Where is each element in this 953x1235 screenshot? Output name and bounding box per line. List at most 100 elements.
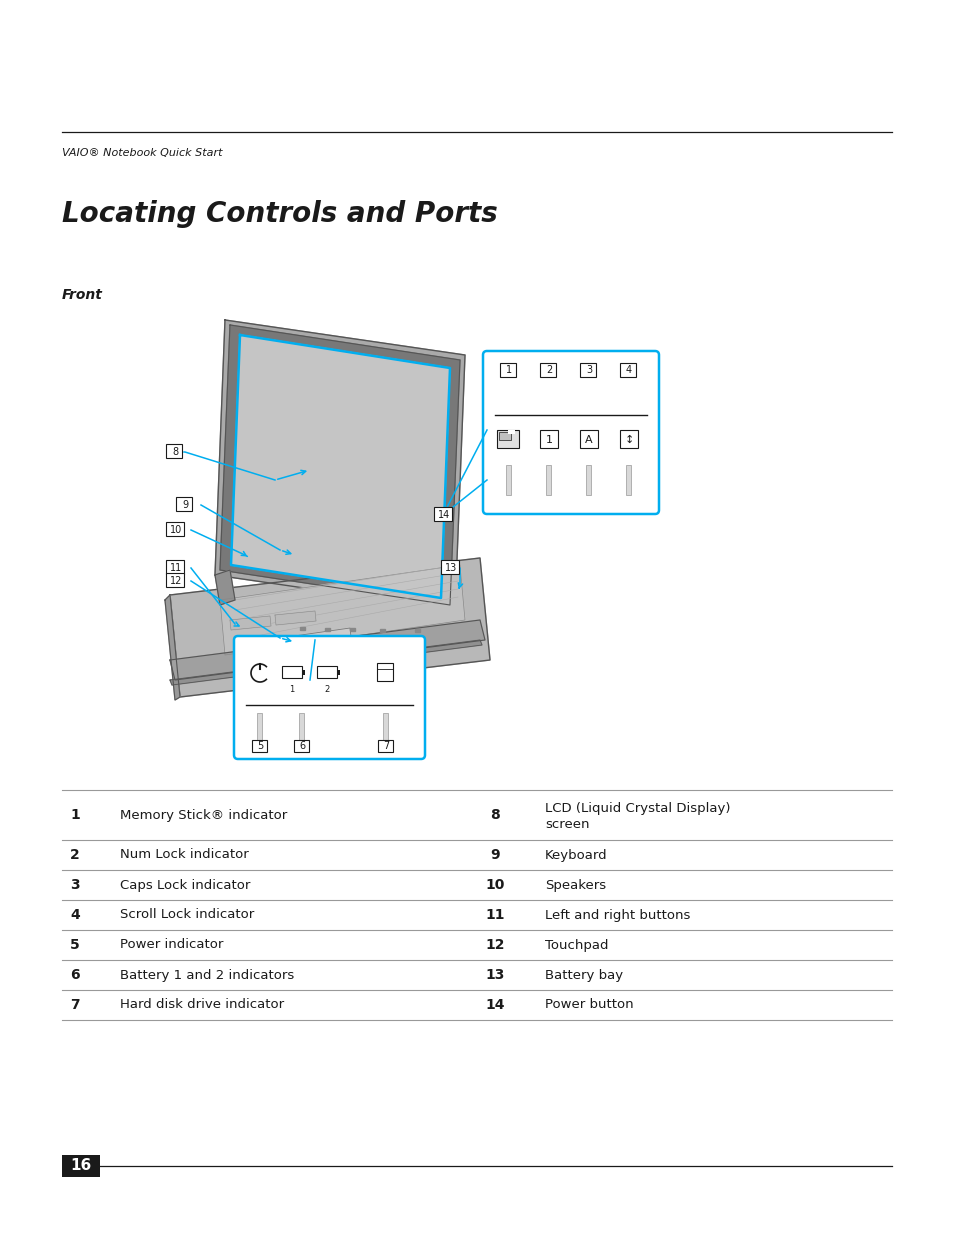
Text: 11: 11	[170, 563, 182, 573]
Text: 13: 13	[444, 563, 456, 573]
Text: 8: 8	[490, 808, 499, 823]
Bar	[579, 363, 596, 377]
Bar	[415, 629, 419, 632]
Bar	[505, 466, 511, 495]
Bar	[376, 663, 393, 680]
Text: 14: 14	[485, 998, 504, 1011]
Text: Left and right buttons: Left and right buttons	[544, 909, 690, 921]
Bar	[316, 666, 336, 678]
Bar	[325, 627, 330, 631]
Text: 2: 2	[324, 684, 330, 694]
Text: Caps Lock indicator: Caps Lock indicator	[120, 878, 250, 892]
Text: 7: 7	[382, 741, 389, 751]
Text: 7: 7	[71, 998, 80, 1011]
Bar	[379, 629, 385, 631]
Text: 10: 10	[170, 525, 182, 535]
Text: Keyboard: Keyboard	[544, 848, 607, 862]
Text: 6: 6	[298, 741, 305, 751]
Polygon shape	[280, 629, 352, 655]
Bar	[440, 559, 458, 574]
Text: 9: 9	[490, 848, 499, 862]
Bar	[498, 432, 511, 440]
Text: 3: 3	[71, 878, 80, 892]
Text: ↕: ↕	[623, 435, 633, 445]
Text: 6: 6	[71, 968, 80, 982]
Bar	[497, 430, 518, 448]
Bar	[298, 713, 304, 741]
Text: 5: 5	[71, 939, 80, 952]
Text: 11: 11	[485, 908, 504, 923]
Text: 12: 12	[170, 576, 182, 585]
Bar	[282, 666, 302, 678]
Bar	[256, 713, 262, 741]
Bar	[585, 466, 590, 495]
Text: 3: 3	[585, 366, 592, 375]
Bar	[175, 496, 192, 511]
Text: 1: 1	[545, 435, 552, 445]
Text: Power indicator: Power indicator	[120, 939, 223, 951]
Bar	[166, 445, 182, 458]
Text: Hard disk drive indicator: Hard disk drive indicator	[120, 999, 284, 1011]
Polygon shape	[274, 611, 315, 625]
FancyBboxPatch shape	[233, 636, 424, 760]
Text: 1: 1	[505, 366, 512, 375]
Text: 1: 1	[71, 808, 80, 823]
Text: Speakers: Speakers	[544, 878, 605, 892]
Text: 12: 12	[485, 939, 504, 952]
Polygon shape	[170, 620, 484, 680]
Text: 13: 13	[485, 968, 504, 982]
Bar	[377, 740, 393, 752]
Text: 2: 2	[71, 848, 80, 862]
Text: VAIO® Notebook Quick Start: VAIO® Notebook Quick Start	[62, 148, 222, 158]
Text: Num Lock indicator: Num Lock indicator	[120, 848, 249, 862]
Polygon shape	[220, 564, 464, 655]
Polygon shape	[214, 320, 464, 610]
Text: 5: 5	[256, 741, 263, 751]
Text: Battery bay: Battery bay	[544, 968, 622, 982]
Bar	[350, 629, 355, 631]
Bar	[434, 508, 452, 521]
Bar	[252, 740, 267, 752]
Text: 16: 16	[71, 1158, 91, 1173]
Bar	[382, 713, 388, 741]
Bar	[336, 671, 339, 676]
Polygon shape	[230, 616, 271, 630]
Bar	[299, 627, 305, 630]
Text: 9: 9	[182, 500, 188, 510]
Bar	[579, 430, 598, 448]
Bar	[619, 363, 636, 377]
Text: LCD (Liquid Crystal Display): LCD (Liquid Crystal Display)	[544, 802, 730, 815]
Text: 4: 4	[71, 908, 80, 923]
Text: Locating Controls and Ports: Locating Controls and Ports	[62, 200, 497, 228]
Polygon shape	[231, 335, 450, 598]
Bar	[499, 363, 516, 377]
Text: 4: 4	[625, 366, 632, 375]
Polygon shape	[214, 571, 234, 605]
Bar	[625, 466, 630, 495]
Text: Memory Stick® indicator: Memory Stick® indicator	[120, 809, 287, 821]
Bar	[294, 740, 309, 752]
Polygon shape	[170, 640, 481, 685]
Text: Scroll Lock indicator: Scroll Lock indicator	[120, 909, 254, 921]
Bar	[166, 559, 184, 574]
Text: Front: Front	[62, 288, 103, 303]
Text: 2: 2	[545, 366, 552, 375]
Polygon shape	[220, 325, 459, 605]
Bar	[545, 466, 551, 495]
Polygon shape	[165, 595, 180, 700]
FancyBboxPatch shape	[482, 351, 659, 514]
Bar	[539, 363, 556, 377]
Bar	[507, 430, 515, 433]
Text: screen: screen	[544, 818, 589, 831]
Bar	[539, 430, 558, 448]
Bar	[302, 671, 305, 676]
Text: Battery 1 and 2 indicators: Battery 1 and 2 indicators	[120, 968, 294, 982]
Text: 8: 8	[172, 447, 178, 457]
Text: A: A	[584, 435, 592, 445]
Text: 10: 10	[485, 878, 504, 892]
Text: 14: 14	[437, 510, 450, 520]
Text: 1: 1	[289, 684, 294, 694]
Bar	[166, 573, 184, 587]
Text: Touchpad: Touchpad	[544, 939, 608, 951]
Bar	[166, 522, 184, 536]
